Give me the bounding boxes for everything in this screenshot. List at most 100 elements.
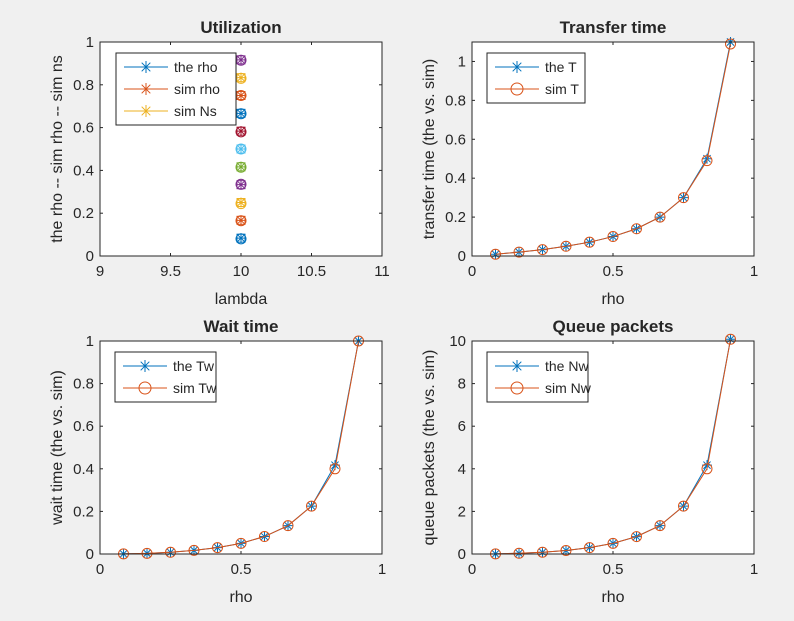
point-the-rho-7	[236, 126, 246, 137]
legend-entry-label: sim Ns	[174, 103, 217, 119]
point-sim-rho-5	[235, 161, 247, 173]
x-tick-label: 1	[750, 263, 758, 280]
point-the-rho-4	[236, 179, 246, 190]
point-sim-Nw-3	[537, 546, 548, 558]
y-tick-label: 4	[458, 461, 466, 478]
point-the-rho-2	[236, 215, 246, 226]
y-axis-label: wait time (the vs. sim)	[49, 370, 66, 526]
legend-entry-label: sim rho	[174, 81, 220, 97]
legend-entry-label: the rho	[174, 59, 218, 75]
legend-box	[486, 351, 589, 403]
legend-marker	[138, 381, 152, 395]
x-tick-label: 0.5	[603, 561, 624, 578]
legend-marker	[140, 61, 152, 73]
point-the-rho-5	[236, 161, 246, 172]
x-tick-label: 1	[750, 561, 758, 578]
point-sim-rho-2	[235, 215, 247, 227]
chart-title: Queue packets	[553, 317, 674, 336]
point-sim-Ns-9	[236, 91, 246, 100]
y-tick-label: 0	[86, 546, 94, 563]
point-sim-Ns-1	[236, 233, 246, 243]
point-sim-Tw-4	[188, 544, 200, 556]
point-sim-T-3	[537, 244, 548, 256]
y-axis-label: transfer time (the vs. sim)	[421, 59, 438, 239]
x-axis-label: lambda	[215, 291, 268, 308]
point-sim-Ns-8	[236, 108, 246, 118]
point-sim-Ns-4	[236, 180, 246, 190]
point-sim-T-1	[489, 248, 501, 260]
point-sim-Nw-7	[630, 531, 642, 543]
point-the-rho-3	[236, 197, 246, 208]
legend-marker	[139, 360, 151, 372]
point-the-rho-8	[236, 108, 246, 119]
y-tick-label: 0.4	[73, 461, 94, 478]
series-line-sim-Nw	[495, 339, 732, 555]
point-sim-rho-6	[235, 143, 247, 155]
y-tick-label: 0.6	[73, 418, 94, 435]
legend-box	[486, 52, 586, 104]
point-sim-Nw-10	[701, 463, 713, 475]
y-tick-label: 0.2	[445, 209, 466, 226]
y-tick-label: 1	[458, 53, 466, 70]
point-sim-Tw-6	[235, 537, 247, 549]
legend-entry-label: sim T	[545, 81, 579, 97]
point-the-Nw-10	[701, 460, 712, 471]
point-sim-Ns-10	[236, 73, 246, 83]
x-tick-label: 0.5	[231, 561, 252, 578]
point-sim-Ns-7	[236, 126, 246, 136]
y-tick-label: 10	[449, 333, 466, 350]
legend-entry-label: the Nw	[545, 358, 589, 374]
y-tick-label: 0	[86, 248, 94, 265]
point-sim-T-8	[654, 211, 666, 223]
subplot-3: 0 0.5 1 0 0.2 0.4 0.6 0.8 1 Wait time rho wait time…	[49, 317, 386, 606]
point-sim-rho-4	[235, 178, 247, 190]
legend: the T sim T	[486, 52, 586, 104]
x-tick-label: 0.5	[603, 263, 624, 280]
point-sim-T-5	[584, 236, 596, 248]
y-tick-label: 0.2	[73, 503, 94, 520]
y-axis-label: the rho -- sim rho -- sim ns	[49, 55, 66, 243]
legend-entry-label: sim Tw	[173, 380, 217, 396]
point-sim-Ns-6	[236, 144, 246, 154]
y-tick-label: 2	[458, 503, 466, 520]
x-tick-label: 1	[378, 561, 386, 578]
point-sim-Ns-2	[236, 215, 246, 225]
point-sim-Ns-11	[236, 55, 246, 65]
chart-title: Transfer time	[560, 18, 667, 37]
point-sim-Nw-5	[584, 542, 596, 554]
x-tick-label: 9	[96, 263, 104, 280]
y-tick-label: 0.6	[445, 131, 466, 148]
y-axis-label: queue packets (the vs. sim)	[421, 350, 438, 546]
point-the-rho-11	[236, 54, 246, 65]
point-sim-T-9	[678, 192, 689, 204]
y-tick-label: 6	[458, 418, 466, 435]
subplot-1: 9 9.5 10 10.5 11 0 0.2 0.4 0.6 0.8 1 Utilization lam…	[49, 18, 390, 308]
point-the-rho-1	[236, 233, 246, 244]
legend: the rho sim rho sim Ns	[115, 52, 237, 126]
point-sim-Tw-9	[306, 500, 317, 512]
x-tick-label: 0	[96, 561, 104, 578]
y-tick-label: 1	[86, 333, 94, 350]
legend-entry-label: sim Nw	[545, 380, 592, 396]
point-sim-Tw-10	[329, 463, 341, 475]
point-sim-T-4	[560, 240, 572, 252]
y-tick-label: 0.8	[445, 92, 466, 109]
point-sim-Tw-8	[282, 520, 294, 532]
point-sim-Nw-4	[560, 544, 572, 556]
point-sim-Nw-11	[725, 333, 737, 345]
y-tick-label: 0.4	[445, 170, 466, 187]
subplot-2: 0 0.5 1 0 0.2 0.4 0.6 0.8 1 Transfer time rho trans…	[421, 18, 758, 308]
point-the-rho-10	[236, 72, 246, 83]
y-tick-label: 0.8	[73, 376, 94, 393]
x-tick-label: 0	[468, 263, 476, 280]
y-tick-label: 0.8	[73, 77, 94, 94]
legend-entry-label: the T	[545, 59, 577, 75]
point-sim-Tw-2	[141, 547, 153, 559]
legend-box	[114, 351, 217, 403]
legend-marker	[511, 61, 523, 73]
legend-entry-label: the Tw	[173, 358, 215, 374]
x-axis-label: rho	[229, 589, 252, 606]
y-tick-label: 0	[458, 248, 466, 265]
x-axis-label: rho	[601, 589, 624, 606]
